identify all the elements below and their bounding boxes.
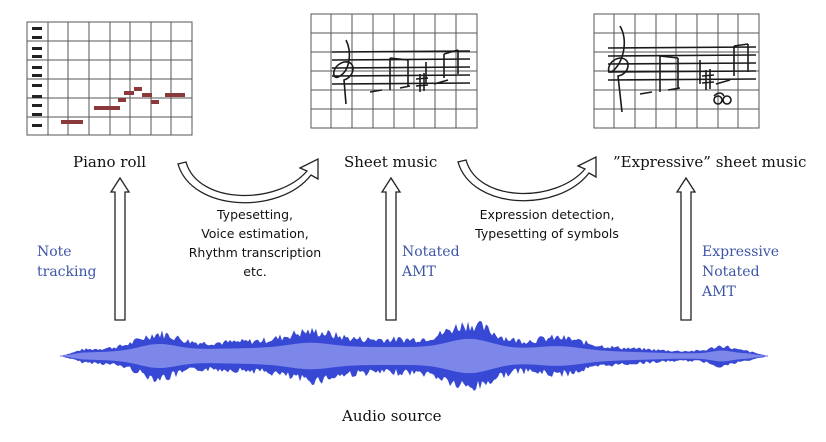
transition-label-typesetting: Typesetting, Voice estimation, Rhythm tr… [188, 207, 322, 279]
waveform-core [60, 338, 768, 374]
up-arrow-icon [109, 176, 131, 321]
stage-label-expressive-sheet-music: ”Expressive” sheet music [613, 153, 807, 171]
up-arrow-icon [380, 176, 402, 321]
task-label-note-tracking: Note tracking [37, 244, 97, 280]
task-label-notated-amt: Notated AMT [402, 244, 460, 280]
task-label-expressive-notated-amt: Expressive Notated AMT [702, 244, 780, 300]
curved-arrow-icon [457, 155, 597, 202]
up-arrow-icon [675, 176, 697, 321]
transition-label-expression-detection: Expression detection, Typesetting of sym… [475, 207, 619, 241]
stage-label-piano-roll: Piano roll [73, 153, 147, 171]
stage-label-sheet-music: Sheet music [344, 153, 438, 171]
audio-source-label: Audio source [342, 407, 442, 425]
curved-arrow-icon [177, 157, 319, 204]
